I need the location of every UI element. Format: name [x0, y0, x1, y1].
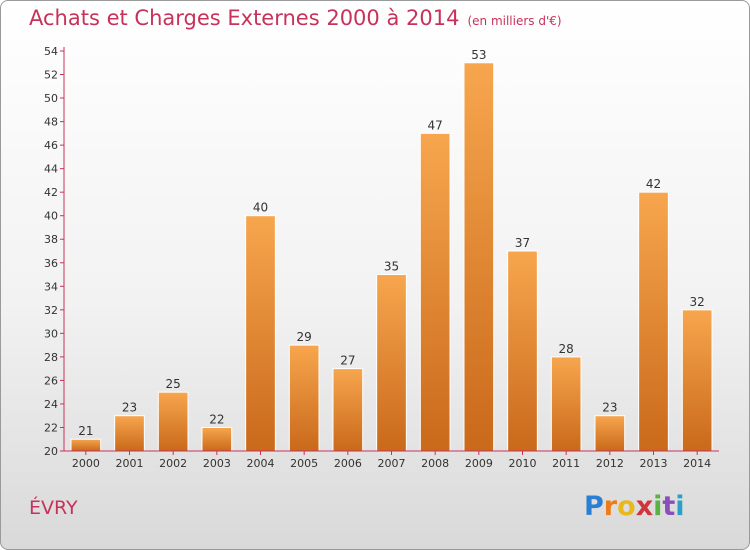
y-tick-label: 46	[44, 139, 58, 152]
logo-letter: i	[675, 491, 685, 522]
bar-value-label: 23	[122, 401, 137, 415]
bar	[419, 132, 451, 452]
bars: 21 23 25 22 40 29 27 35 47 53 37 28 23 42 32	[70, 48, 713, 452]
bar-value-label: 29	[297, 330, 312, 344]
bar-value-label: 25	[166, 377, 181, 391]
x-tick-label: 2011	[552, 457, 580, 470]
chart-title: Achats et Charges Externes 2000 à 2014 (e…	[29, 6, 562, 30]
bar	[288, 344, 320, 452]
y-tick-label: 36	[44, 257, 58, 270]
logo-letter: t	[662, 491, 676, 522]
x-tick-label: 2001	[116, 457, 144, 470]
bar-value-label: 32	[690, 295, 705, 309]
bar-value-label: 37	[515, 236, 530, 250]
x-tick-label: 2003	[203, 457, 231, 470]
y-tick-label: 28	[44, 351, 58, 364]
bar	[594, 415, 626, 452]
bar-value-label: 42	[646, 177, 661, 191]
bar	[157, 391, 189, 452]
x-tick-label: 2012	[596, 457, 624, 470]
x-tick-label: 2002	[159, 457, 187, 470]
logo-letter: i	[653, 491, 663, 522]
y-tick-label: 52	[44, 69, 58, 82]
bar	[201, 426, 233, 452]
y-tick-label: 30	[44, 327, 58, 340]
bar	[550, 356, 582, 452]
bar-value-label: 40	[253, 201, 268, 215]
x-tick-label: 2010	[509, 457, 537, 470]
y-tick-label: 40	[44, 210, 58, 223]
axes	[63, 47, 719, 452]
bar	[463, 62, 495, 452]
y-tick-label: 32	[44, 304, 58, 317]
proxiti-logo: Proxiti	[584, 491, 685, 522]
y-tick-label: 34	[44, 280, 58, 293]
y-tick-label: 24	[44, 398, 58, 411]
bar	[507, 250, 538, 452]
bar-value-label: 27	[340, 354, 355, 368]
x-axis-ticks: 2000 2001 2002 2003 2004 2005 2006 2007 2008 2009…	[72, 451, 711, 470]
x-tick-label: 2006	[334, 457, 362, 470]
logo-letter: o	[617, 491, 636, 522]
x-tick-label: 2000	[72, 457, 100, 470]
bar	[681, 309, 713, 452]
logo-letter: x	[635, 491, 654, 522]
x-tick-label: 2014	[683, 457, 711, 470]
bar	[638, 191, 669, 452]
y-tick-label: 20	[44, 445, 58, 458]
x-tick-label: 2007	[378, 457, 406, 470]
chart-subtitle: (en milliers d'€)	[467, 14, 562, 28]
y-tick-label: 26	[44, 374, 58, 387]
y-tick-label: 44	[44, 163, 58, 176]
logo-letter: P	[584, 491, 604, 522]
x-tick-label: 2013	[640, 457, 668, 470]
bar-value-label: 28	[559, 342, 574, 356]
bar-value-label: 23	[602, 401, 617, 415]
bar-value-label: 53	[471, 48, 486, 62]
y-tick-label: 54	[44, 45, 58, 58]
y-tick-label: 42	[44, 186, 58, 199]
y-axis-ticks: 20 22 24 26 28 30 32 34 36 38 40 42 44 46 48 50 52 54	[44, 45, 64, 458]
y-tick-label: 38	[44, 233, 58, 246]
bar	[332, 368, 364, 452]
bar	[114, 415, 145, 452]
logo-letter: r	[603, 491, 618, 522]
bar	[376, 274, 407, 452]
x-tick-label: 2005	[290, 457, 318, 470]
bar	[245, 215, 276, 452]
chart-title-text: Achats et Charges Externes 2000 à 2014	[29, 6, 460, 30]
x-tick-label: 2009	[465, 457, 493, 470]
y-tick-label: 48	[44, 116, 58, 129]
bar-value-label: 35	[384, 260, 399, 274]
bar-value-label: 47	[428, 118, 443, 132]
bar	[70, 438, 102, 452]
bar-value-label: 22	[209, 412, 224, 426]
city-name: ÉVRY	[29, 497, 78, 519]
y-tick-label: 50	[44, 92, 58, 105]
x-tick-label: 2004	[247, 457, 275, 470]
y-tick-label: 22	[44, 421, 58, 434]
bar-value-label: 21	[78, 424, 93, 438]
x-tick-label: 2008	[421, 457, 449, 470]
